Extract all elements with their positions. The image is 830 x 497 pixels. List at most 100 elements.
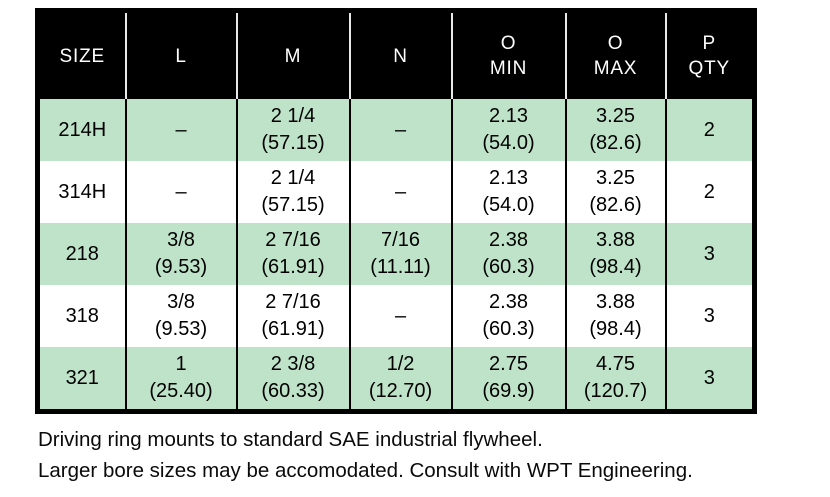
column-header-o-max: O MAX: [564, 10, 666, 99]
cell-line: –: [394, 118, 407, 141]
table-row-214h: 214H – 2 1/4 (57.15) – 2.13 (54.0): [37, 99, 755, 161]
cell-line: (9.53): [154, 256, 208, 278]
cell-line: 3.88: [596, 291, 635, 313]
cell-line: 2 1/4: [270, 105, 316, 127]
table-row-318: 318 3/8 (9.53) 2 7/16 (61.91) – 2.38: [37, 285, 755, 347]
header-line: QTY: [688, 58, 730, 79]
size-cell: 318: [37, 285, 126, 347]
table-cell: 3: [664, 285, 755, 347]
cell-line: –: [175, 118, 187, 141]
cell-line: (11.11): [370, 256, 431, 278]
cell-line: 1: [175, 353, 187, 375]
cell-line: 2: [703, 180, 715, 203]
cell-line: 2 3/8: [270, 353, 316, 375]
table-cell: –: [348, 285, 452, 347]
table-cell: 3.88 (98.4): [564, 285, 666, 347]
table-cell: 3.25 (82.6): [564, 99, 666, 161]
cell-line: 4.75: [596, 353, 635, 375]
cell-line: (69.9): [482, 380, 535, 402]
table-cell: 2: [664, 161, 755, 223]
table-cell: 2.13 (54.0): [450, 99, 566, 161]
table-cell: 3/8 (9.53): [124, 223, 237, 285]
header-line: O: [607, 33, 624, 54]
table-cell: 2.75 (69.9): [450, 347, 566, 412]
table-cell: 4.75 (120.7): [564, 347, 666, 412]
table-cell: 3.25 (82.6): [564, 161, 666, 223]
column-header-p-qty: P QTY: [664, 10, 755, 99]
cell-line: 2.13: [489, 167, 528, 189]
column-header-o-min: O MIN: [450, 10, 566, 99]
size-cell: 218: [37, 223, 126, 285]
cell-line: (54.0): [482, 132, 535, 154]
cell-line: 2 1/4: [270, 167, 316, 189]
size-cell: 321: [37, 347, 126, 412]
table-cell: –: [124, 161, 237, 223]
cell-line: (120.7): [583, 380, 648, 402]
table-cell: 3.88 (98.4): [564, 223, 666, 285]
cell-line: 218: [65, 242, 99, 265]
note-line-1: Driving ring mounts to standard SAE indu…: [38, 428, 543, 451]
column-header-m: M: [235, 10, 350, 99]
table-cell: 2 1/4 (57.15): [235, 99, 350, 161]
cell-line: (54.0): [482, 194, 535, 216]
cell-line: 2.75: [489, 353, 528, 375]
table-cell: 2: [664, 99, 755, 161]
cell-line: 3: [703, 242, 715, 265]
cell-line: 2.38: [489, 291, 528, 313]
cell-line: 3.25: [596, 105, 635, 127]
table-cell: 2.38 (60.3): [450, 285, 566, 347]
cell-line: 2.13: [489, 105, 528, 127]
table-row-321: 321 1 (25.40) 2 3/8 (60.33) 1/2 (12.70) …: [37, 347, 755, 412]
cell-line: 321: [65, 366, 99, 389]
table-cell: 2 3/8 (60.33): [235, 347, 350, 412]
cell-line: (61.91): [261, 318, 325, 340]
column-header-n: N: [348, 10, 452, 99]
cell-line: –: [394, 304, 407, 327]
cell-line: 3: [703, 304, 715, 327]
header-line: MAX: [593, 58, 638, 79]
table-row-314h: 314H – 2 1/4 (57.15) – 2.13 (54.0): [37, 161, 755, 223]
header-line: O: [500, 33, 517, 54]
table-cell: 2.13 (54.0): [450, 161, 566, 223]
table-cell: 3: [664, 347, 755, 412]
cell-line: (82.6): [589, 194, 642, 216]
cell-line: (9.53): [154, 318, 208, 340]
table-cell: –: [348, 99, 452, 161]
cell-line: 3/8: [167, 229, 195, 251]
spec-table: SIZE L M N O MIN: [35, 8, 757, 414]
size-cell: 314H: [37, 161, 126, 223]
table-cell: 2 7/16 (61.91): [235, 285, 350, 347]
table-cell: –: [124, 99, 237, 161]
cell-line: (57.15): [261, 194, 325, 216]
cell-line: 3/8: [167, 291, 195, 313]
header-line: MIN: [489, 58, 528, 79]
table-row-218: 218 3/8 (9.53) 2 7/16 (61.91) 7/16 (11.1…: [37, 223, 755, 285]
header-line: SIZE: [59, 45, 105, 67]
table-header: SIZE L M N O MIN: [37, 10, 755, 99]
table-cell: 3: [664, 223, 755, 285]
cell-line: 3.25: [596, 167, 635, 189]
table-cell: 2 1/4 (57.15): [235, 161, 350, 223]
cell-line: 2 7/16: [265, 291, 321, 313]
cell-line: (60.3): [482, 256, 535, 278]
table-cell: 2.38 (60.3): [450, 223, 566, 285]
cell-line: 314H: [58, 180, 107, 203]
cell-line: 318: [65, 304, 99, 327]
cell-line: (98.4): [589, 256, 642, 278]
table-body: 214H – 2 1/4 (57.15) – 2.13 (54.0): [37, 99, 755, 412]
cell-line: (98.4): [589, 318, 642, 340]
header-line: L: [175, 45, 187, 67]
header-line: M: [284, 45, 302, 67]
table-cell: 1/2 (12.70): [348, 347, 452, 412]
header-line: N: [393, 45, 408, 67]
cell-line: 3.88: [596, 229, 635, 251]
cell-line: (12.70): [368, 380, 433, 402]
header-line: P: [702, 33, 716, 54]
cell-line: 1/2: [386, 353, 415, 375]
cell-line: (60.33): [261, 380, 325, 402]
footnotes: Driving ring mounts to standard SAE indu…: [38, 424, 693, 486]
cell-line: 3: [703, 366, 715, 389]
table-cell: –: [348, 161, 452, 223]
cell-line: (60.3): [482, 318, 535, 340]
